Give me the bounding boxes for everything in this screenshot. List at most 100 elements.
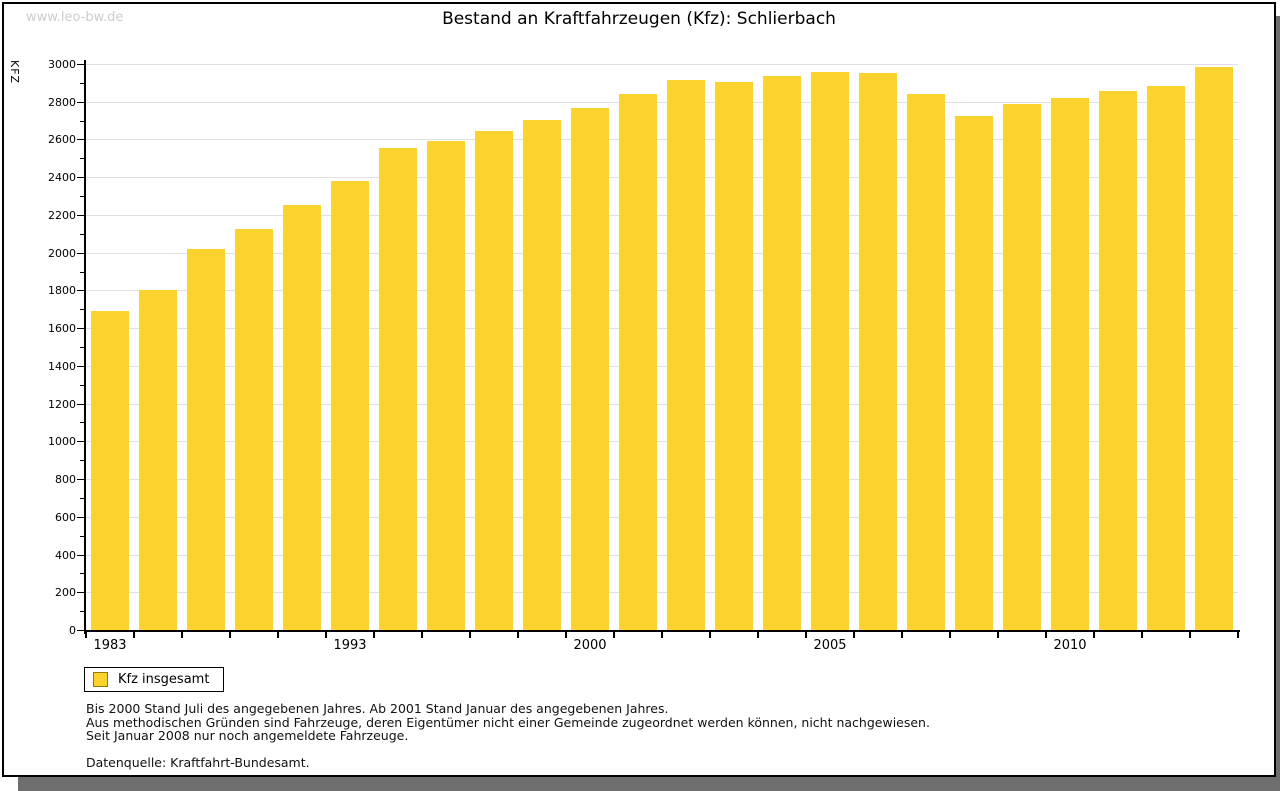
y-tick-label: 1400 bbox=[48, 359, 76, 373]
y-tick-label: 1800 bbox=[48, 284, 76, 298]
x-tick bbox=[421, 630, 423, 638]
y-minor-tick bbox=[80, 158, 84, 160]
footnote-line: Bis 2000 Stand Juli des angegebenen Jahr… bbox=[86, 701, 669, 716]
y-major-tick bbox=[77, 290, 84, 292]
chart-frame: www.leo-bw.de Bestand an Kraftfahrzeugen… bbox=[2, 2, 1276, 777]
bar bbox=[331, 180, 369, 630]
x-tick bbox=[661, 630, 663, 638]
y-tick-label: 2400 bbox=[48, 171, 76, 185]
gridline bbox=[86, 479, 1238, 481]
bar bbox=[667, 80, 705, 630]
y-tick-label: 2800 bbox=[48, 95, 76, 109]
x-tick bbox=[1093, 630, 1095, 638]
gridline bbox=[86, 516, 1238, 518]
bar bbox=[811, 72, 849, 630]
y-tick-label: 0 bbox=[69, 624, 76, 637]
y-tick-label: 2000 bbox=[48, 246, 76, 260]
y-tick-label: 1200 bbox=[48, 397, 76, 411]
bar bbox=[859, 73, 897, 630]
x-tick bbox=[517, 630, 519, 638]
bar bbox=[1051, 97, 1089, 630]
y-major-tick bbox=[77, 139, 84, 141]
y-major-tick bbox=[77, 328, 84, 330]
x-tick-label: 1983 bbox=[93, 638, 127, 653]
y-major-tick bbox=[77, 101, 84, 103]
legend-swatch-icon bbox=[93, 672, 108, 687]
x-tick-label: 2010 bbox=[1053, 638, 1087, 653]
bar bbox=[571, 108, 609, 630]
y-major-tick bbox=[77, 592, 84, 594]
y-tick-label: 400 bbox=[55, 548, 76, 562]
bar bbox=[1195, 66, 1233, 630]
legend-label: Kfz insgesamt bbox=[118, 672, 210, 687]
data-source: Datenquelle: Kraftfahrt-Bundesamt. bbox=[86, 755, 310, 770]
gridline bbox=[86, 252, 1238, 254]
x-tick bbox=[1045, 630, 1047, 638]
y-major-tick bbox=[77, 554, 84, 556]
y-tick-label: 1600 bbox=[48, 322, 76, 336]
y-major-tick bbox=[77, 441, 84, 443]
bar bbox=[235, 229, 273, 630]
x-tick bbox=[373, 630, 375, 638]
x-tick bbox=[181, 630, 183, 638]
y-axis-line bbox=[84, 60, 86, 634]
y-minor-tick bbox=[80, 309, 84, 311]
y-major-tick bbox=[77, 214, 84, 216]
x-tick-label: 2005 bbox=[813, 638, 847, 653]
bar bbox=[907, 94, 945, 630]
y-minor-tick bbox=[80, 82, 84, 84]
y-major-tick bbox=[77, 516, 84, 518]
bar bbox=[139, 290, 177, 630]
gridline bbox=[86, 177, 1238, 179]
y-tick-label: 3000 bbox=[48, 58, 76, 71]
bar bbox=[1099, 91, 1137, 630]
x-tick bbox=[709, 630, 711, 638]
x-tick bbox=[229, 630, 231, 638]
x-tick bbox=[613, 630, 615, 638]
y-minor-tick bbox=[80, 271, 84, 273]
y-major-tick bbox=[77, 177, 84, 179]
bar bbox=[379, 147, 417, 630]
footnote-line: Seit Januar 2008 nur noch angemeldete Fa… bbox=[86, 728, 409, 743]
bar bbox=[523, 119, 561, 630]
bar bbox=[91, 311, 129, 630]
y-minor-tick bbox=[80, 497, 84, 499]
y-minor-tick bbox=[80, 233, 84, 235]
bar bbox=[475, 130, 513, 630]
x-tick bbox=[805, 630, 807, 638]
y-major-tick bbox=[77, 365, 84, 367]
bar bbox=[619, 94, 657, 630]
x-tick bbox=[1237, 630, 1239, 638]
bar bbox=[955, 115, 993, 630]
x-tick bbox=[853, 630, 855, 638]
gridline bbox=[86, 403, 1238, 405]
y-minor-tick bbox=[80, 347, 84, 348]
gridline bbox=[86, 290, 1238, 292]
y-major-tick bbox=[77, 403, 84, 405]
x-tick bbox=[325, 630, 327, 638]
gridline bbox=[86, 365, 1238, 367]
y-tick-label: 800 bbox=[55, 473, 76, 487]
bar bbox=[427, 141, 465, 630]
footnote-line: Aus methodischen Gründen sind Fahrzeuge,… bbox=[86, 714, 930, 730]
legend: Kfz insgesamt bbox=[84, 667, 225, 692]
y-minor-tick bbox=[80, 573, 84, 575]
gridline bbox=[86, 64, 1238, 65]
bar bbox=[283, 204, 321, 630]
x-tick-label: 1993 bbox=[333, 638, 367, 653]
gridline bbox=[86, 328, 1238, 330]
bar bbox=[187, 248, 225, 630]
y-minor-tick bbox=[80, 460, 84, 462]
x-tick bbox=[133, 630, 135, 638]
x-tick bbox=[997, 630, 999, 638]
bar bbox=[715, 81, 753, 630]
x-tick bbox=[1189, 630, 1191, 638]
gridline bbox=[86, 214, 1238, 216]
plot-area: 0 200 400 600 800 1000 1200 1400 1600 1800 2000 220… bbox=[48, 58, 1240, 653]
x-tick bbox=[901, 630, 903, 638]
gridline bbox=[86, 101, 1238, 103]
bar bbox=[1003, 103, 1041, 630]
gridline bbox=[86, 554, 1238, 556]
y-minor-tick bbox=[80, 535, 84, 537]
x-tick bbox=[757, 630, 759, 638]
